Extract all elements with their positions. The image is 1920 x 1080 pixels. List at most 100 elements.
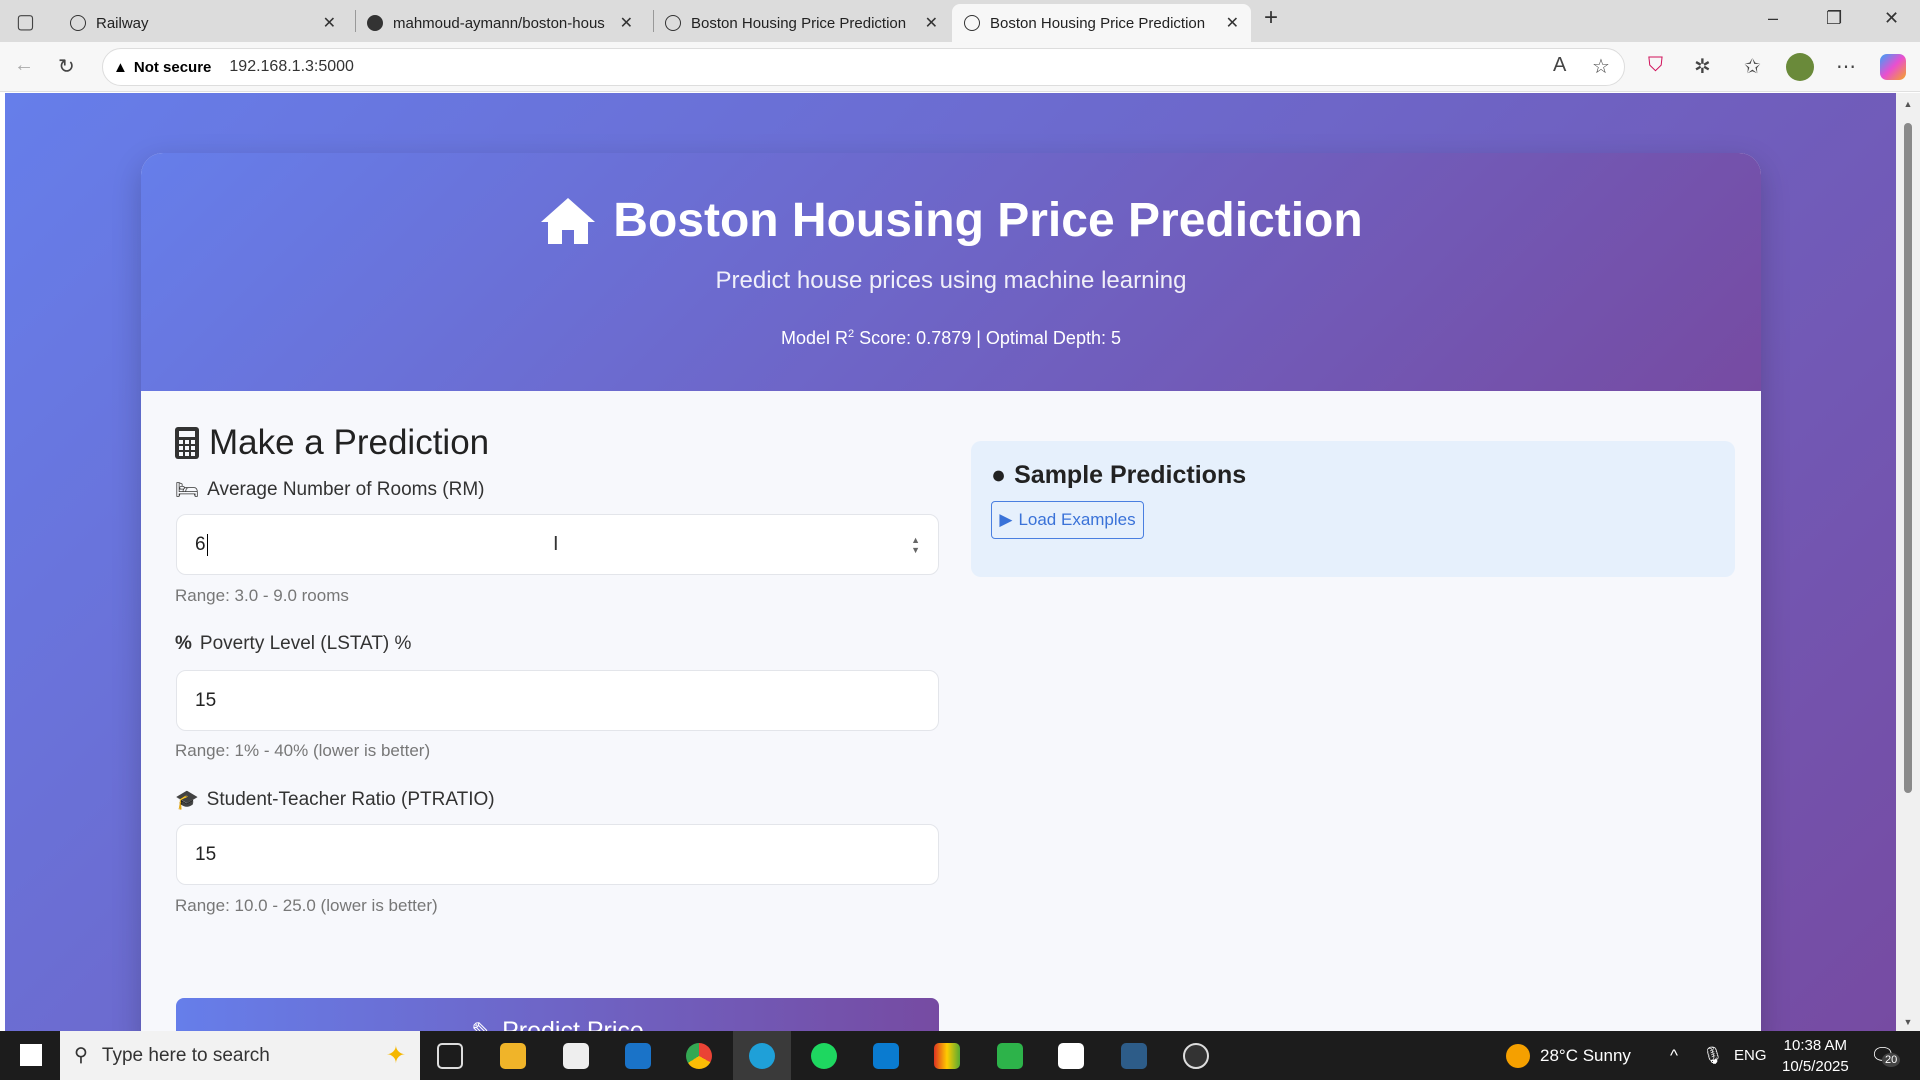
obs-icon[interactable] <box>1183 1043 1209 1069</box>
extension-shield-icon[interactable]: ⛉ <box>1648 54 1663 76</box>
windows-start-icon[interactable] <box>20 1044 42 1066</box>
refresh-icon[interactable]: ↻ <box>58 56 75 78</box>
close-tab-icon[interactable]: ✕ <box>1225 15 1239 32</box>
tab-label: Boston Housing Price Prediction <box>990 14 1206 32</box>
lstat-value: 15 <box>195 689 217 711</box>
samples-title: ● Sample Predictions <box>991 461 1246 490</box>
sample-predictions-panel: ● Sample Predictions ▶ Load Examples <box>971 441 1735 577</box>
tab-label: mahmoud-aymann/boston-hous <box>393 14 605 32</box>
globe-icon <box>665 15 681 31</box>
extensions-icon[interactable]: ✲ <box>1694 56 1711 78</box>
copilot-icon[interactable] <box>1880 54 1906 80</box>
play-icon: ▶ <box>999 510 1013 529</box>
weather-widget[interactable]: 28°C Sunny <box>1506 1031 1631 1080</box>
url-text: 192.168.1.3:5000 <box>229 58 354 75</box>
taskbar: ⚲ Type here to search ✦ 28°C Sunny ^ 🎙 ENG… <box>0 1031 1920 1080</box>
favorite-star-icon[interactable]: ☆ <box>1592 56 1610 78</box>
notion-icon[interactable] <box>1058 1043 1084 1069</box>
predict-price-button[interactable]: ✎ Predict Price <box>176 998 939 1031</box>
percent-icon: % <box>175 633 192 654</box>
load-examples-button[interactable]: ▶ Load Examples <box>991 501 1144 539</box>
scrollbar[interactable]: ▲ ▼ <box>1896 93 1920 1031</box>
page-content: Boston Housing Price Prediction Predict … <box>5 93 1896 1031</box>
favorites-icon[interactable]: ✩ <box>1744 56 1761 78</box>
tab-boston-1[interactable]: Boston Housing Price Prediction ✕ <box>653 4 950 42</box>
ptratio-input[interactable]: 15 <box>176 824 939 885</box>
notifications-icon[interactable]: 🗨20 <box>1870 1043 1901 1068</box>
spotify-icon[interactable] <box>811 1043 837 1069</box>
more-icon[interactable]: ⋯ <box>1836 56 1856 78</box>
main-card: Boston Housing Price Prediction Predict … <box>141 153 1761 1031</box>
close-tab-icon[interactable]: ✕ <box>924 15 938 32</box>
microphone-icon[interactable]: 🎙 <box>1702 1045 1724 1065</box>
app-icon[interactable] <box>934 1043 960 1069</box>
lightbulb-icon: ● <box>991 461 1007 489</box>
scroll-up-icon[interactable]: ▲ <box>1903 99 1913 109</box>
vscode-icon[interactable] <box>873 1043 899 1069</box>
title-text: Boston Housing Price Prediction <box>613 194 1363 247</box>
calculator-icon <box>175 427 199 459</box>
tab-label: Boston Housing Price Prediction <box>691 14 907 32</box>
task-view-icon[interactable] <box>437 1043 463 1069</box>
outlook-icon[interactable] <box>625 1043 651 1069</box>
search-icon: ⚲ <box>74 1045 88 1066</box>
ptratio-range: Range: 10.0 - 25.0 (lower is better) <box>175 896 438 915</box>
sun-icon <box>1506 1043 1530 1068</box>
bed-icon: 🛏 <box>175 480 200 501</box>
close-tab-icon[interactable]: ✕ <box>322 15 336 32</box>
lstat-label: % Poverty Level (LSTAT) % <box>175 633 411 655</box>
tab-bar: ▢ Railway ✕ mahmoud-aymann/boston-hous ✕ B… <box>0 0 1920 42</box>
address-bar: ← ↻ ▲ Not secure 192.168.1.3:5000 A ☆ ⛉ … <box>0 42 1920 92</box>
weather-text: 28°C Sunny <box>1540 1045 1631 1065</box>
profile-avatar[interactable] <box>1786 53 1814 81</box>
clock[interactable]: 10:38 AM 10/5/2025 <box>1782 1035 1849 1077</box>
tab-actions-icon[interactable]: ▢ <box>16 11 35 33</box>
scroll-down-icon[interactable]: ▼ <box>1903 1017 1913 1027</box>
edge-icon[interactable] <box>749 1043 775 1069</box>
rm-label: 🛏 Average Number of Rooms (RM) <box>175 478 484 502</box>
rm-label-text: Average Number of Rooms (RM) <box>207 479 485 500</box>
page-title: Boston Housing Price Prediction <box>141 193 1761 248</box>
time: 10:38 AM <box>1783 1037 1848 1054</box>
d-app-icon[interactable] <box>997 1043 1023 1069</box>
pencil-icon: ✎ <box>471 1017 492 1032</box>
scroll-thumb[interactable] <box>1904 123 1912 793</box>
score-suffix: Score: 0.7879 | Optimal Depth: 5 <box>854 328 1121 348</box>
ptratio-label: 🎓 Student-Teacher Ratio (PTRATIO) <box>175 788 495 812</box>
ptratio-value: 15 <box>195 843 217 865</box>
ptratio-label-text: Student-Teacher Ratio (PTRATIO) <box>206 789 495 810</box>
date: 10/5/2025 <box>1782 1058 1849 1075</box>
score-prefix: Model R <box>781 328 849 348</box>
graduation-cap-icon: 🎓 <box>175 790 199 811</box>
tab-label: Railway <box>96 14 149 32</box>
tab-boston-active[interactable]: Boston Housing Price Prediction ✕ <box>952 4 1251 42</box>
restore-button[interactable]: ❐ <box>1826 8 1843 28</box>
mysql-workbench-icon[interactable] <box>1121 1043 1147 1069</box>
security-label[interactable]: Not secure <box>133 58 212 76</box>
load-examples-label: Load Examples <box>1018 510 1136 529</box>
score-sup: 2 <box>848 328 855 340</box>
close-tab-icon[interactable]: ✕ <box>619 15 633 32</box>
store-icon[interactable] <box>563 1043 589 1069</box>
read-aloud-icon[interactable]: A <box>1553 54 1567 76</box>
url-field[interactable]: ▲ Not secure 192.168.1.3:5000 <box>102 48 1625 86</box>
warning-icon: ▲ <box>113 58 128 76</box>
form-title-text: Make a Prediction <box>209 423 490 462</box>
lstat-input[interactable]: 15 <box>176 670 939 731</box>
notification-count: 20 <box>1882 1053 1901 1067</box>
rm-input[interactable]: 6 I ▲ ▼ <box>176 514 939 575</box>
tab-github[interactable]: mahmoud-aymann/boston-hous ✕ <box>355 4 645 42</box>
new-tab-button[interactable]: + <box>1264 4 1279 31</box>
form-title: Make a Prediction <box>175 423 489 463</box>
chrome-icon[interactable] <box>686 1043 712 1069</box>
model-score: Model R2 Score: 0.7879 | Optimal Depth: … <box>141 328 1761 349</box>
back-icon[interactable]: ← <box>14 54 34 76</box>
spinner-arrows-icon[interactable]: ▲ ▼ <box>911 534 920 555</box>
tray-chevron-icon[interactable]: ^ <box>1670 1045 1678 1065</box>
language-indicator[interactable]: ENG <box>1734 1047 1767 1064</box>
close-window-button[interactable]: ✕ <box>1884 8 1900 28</box>
taskbar-search[interactable]: ⚲ Type here to search ✦ <box>60 1031 420 1080</box>
minimize-button[interactable]: – <box>1768 8 1779 28</box>
tab-railway[interactable]: Railway ✕ <box>58 4 348 42</box>
file-explorer-icon[interactable] <box>500 1043 526 1069</box>
